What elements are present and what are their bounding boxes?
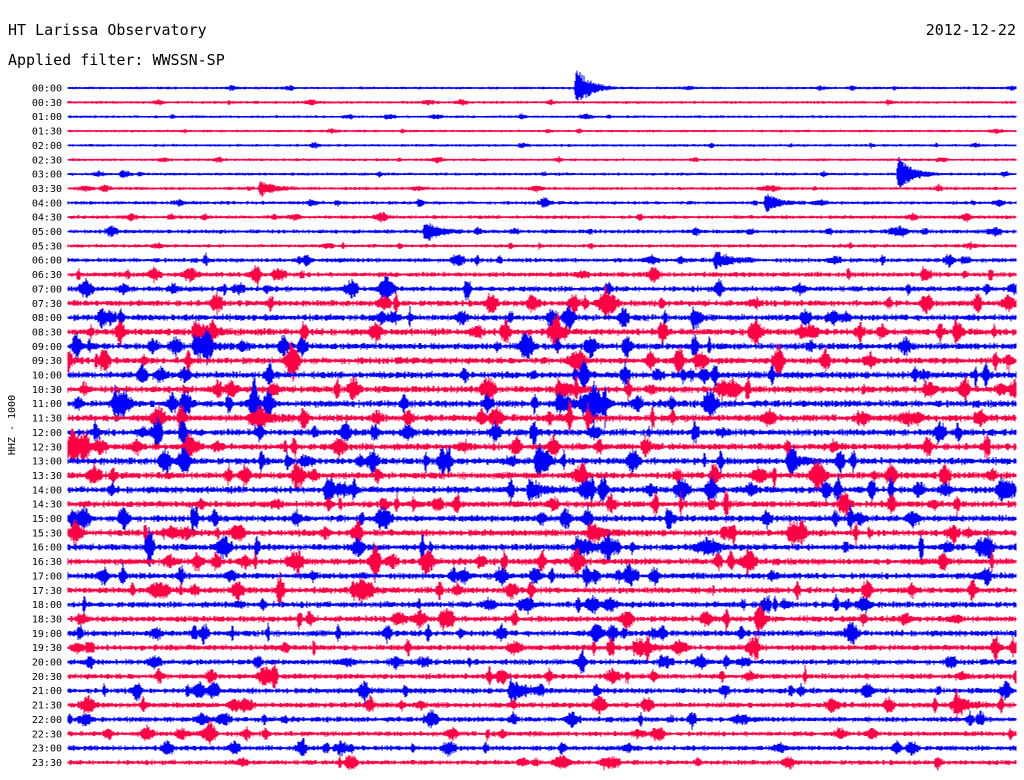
time-tick-label: 15:30 <box>32 528 62 539</box>
time-tick-label: 02:00 <box>32 141 62 152</box>
trace-row <box>67 630 1017 663</box>
time-tick-label: 13:00 <box>32 457 62 468</box>
time-tick-label: 03:30 <box>32 184 62 195</box>
time-tick-label: 20:00 <box>32 658 62 669</box>
time-tick-label: 22:30 <box>32 729 62 740</box>
trace-row <box>67 286 1017 319</box>
time-tick-label: 22:00 <box>32 715 62 726</box>
observatory-title: HT Larissa Observatory <box>8 21 207 39</box>
time-tick-label: 16:00 <box>32 543 62 554</box>
time-tick-label: 18:00 <box>32 600 62 611</box>
time-tick-label: 09:30 <box>32 356 62 367</box>
time-tick-label: 04:30 <box>32 213 62 224</box>
time-tick-label: 18:30 <box>32 614 62 625</box>
time-tick-label: 01:30 <box>32 127 62 138</box>
time-tick-label: 13:30 <box>32 471 62 482</box>
time-tick-label: 02:30 <box>32 155 62 166</box>
time-tick-label: 09:00 <box>32 342 62 353</box>
time-tick-label: 20:30 <box>32 672 62 683</box>
seismic-traces <box>67 70 1017 771</box>
time-tick-label: 14:30 <box>32 500 62 511</box>
trace-row <box>67 720 1017 745</box>
time-tick-label: 04:00 <box>32 198 62 209</box>
time-tick-label: 05:30 <box>32 241 62 252</box>
time-tick-label: 00:30 <box>32 98 62 109</box>
time-tick-label: 10:30 <box>32 385 62 396</box>
filter-label: Applied filter: WWSSN-SP <box>8 51 225 69</box>
time-tick-label: 21:30 <box>32 701 62 712</box>
time-tick-label: 10:00 <box>32 371 62 382</box>
time-tick-label: 08:00 <box>32 313 62 324</box>
time-tick-label: 06:30 <box>32 270 62 281</box>
time-tick-label: 07:30 <box>32 299 62 310</box>
time-tick-label: 15:00 <box>32 514 62 525</box>
time-tick-label: 01:00 <box>32 112 62 123</box>
trace-row <box>67 156 1017 189</box>
time-tick-label: 11:00 <box>32 399 62 410</box>
time-tick-label: 05:00 <box>32 227 62 238</box>
time-tick-label: 00:00 <box>32 84 62 95</box>
time-tick-label: 19:30 <box>32 643 62 654</box>
time-tick-label: 12:30 <box>32 442 62 453</box>
y-axis-label: HHZ - 1000 <box>7 395 18 455</box>
time-tick-label: 16:30 <box>32 557 62 568</box>
trace-row <box>67 70 1017 101</box>
time-tick-label: 21:00 <box>32 686 62 697</box>
time-tick-label: 07:00 <box>32 284 62 295</box>
time-tick-label: 19:00 <box>32 629 62 640</box>
time-tick-label: 23:00 <box>32 744 62 755</box>
time-tick-label: 17:00 <box>32 571 62 582</box>
record-date: 2012-12-22 <box>925 21 1016 39</box>
time-tick-label: 17:30 <box>32 586 62 597</box>
time-tick-label: 11:30 <box>32 414 62 425</box>
time-tick-label: 08:30 <box>32 327 62 338</box>
time-tick-label: 03:00 <box>32 170 62 181</box>
time-tick-label: 06:00 <box>32 256 62 267</box>
time-tick-label: 23:30 <box>32 758 62 769</box>
time-tick-label: 12:00 <box>32 428 62 439</box>
time-tick-label: 14:00 <box>32 485 62 496</box>
time-tick-labels: 00:00 00:30 01:00 01:30 02:00 02:30 03:00 03:30… <box>32 84 62 769</box>
